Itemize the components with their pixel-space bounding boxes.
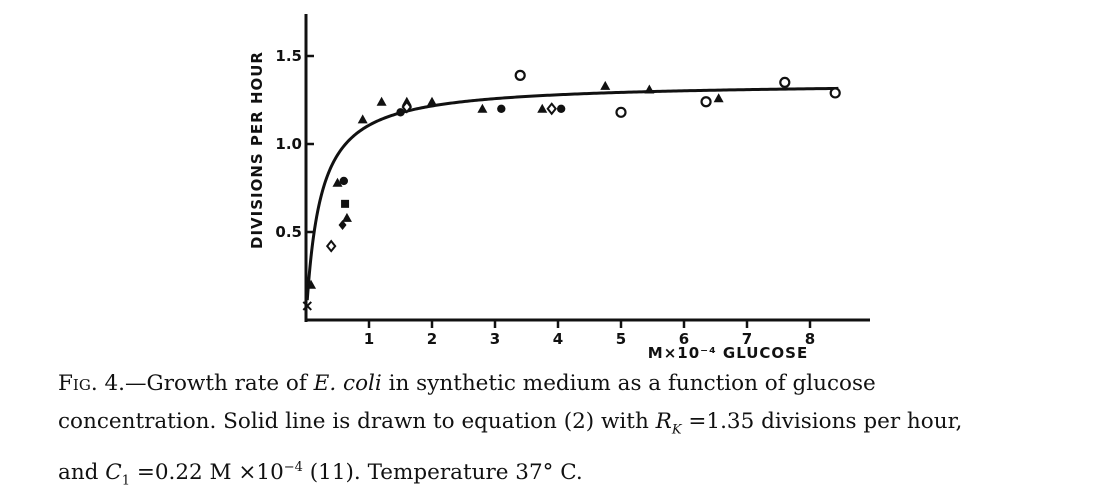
figure: 1 2 3 4 5 6 7 8 0.5 1.0 1.5 DIVISIONS PER HOUR M×1… <box>58 14 962 489</box>
caption-text: Growth rate of <box>146 371 314 396</box>
x-tick-label: 1 <box>364 330 374 348</box>
fit-curve <box>305 86 839 301</box>
point-open-diamond <box>401 100 413 114</box>
caption-text: in synthetic medium as a function of glu… <box>381 371 876 396</box>
caption-superscript: −4 <box>283 460 303 476</box>
point-triangle <box>306 279 317 289</box>
caption-text: and <box>58 460 106 486</box>
point-triangle <box>357 114 368 124</box>
caption-line-2: concentration. Solid line is drawn to eq… <box>58 403 1068 449</box>
point-open-circle <box>700 96 712 108</box>
point-triangle <box>537 103 548 113</box>
caption-text: (11). Temperature 37° C. <box>302 460 583 486</box>
point-triangle <box>427 96 437 106</box>
caption-line-1: Fig. 4.—Growth rate of E. coli in synthe… <box>58 365 1068 403</box>
point-cross <box>302 301 312 311</box>
x-tick-label: 2 <box>427 330 437 348</box>
point-triangle <box>713 93 724 103</box>
x-axis-title: M×10⁻⁴ GLUCOSE <box>648 344 808 360</box>
ticks: 1 2 3 4 5 6 7 8 0.5 1.0 1.5 <box>275 47 815 348</box>
caption-text: =1.35 divisions per hour, <box>681 409 963 434</box>
point-filled-diamond <box>338 219 347 230</box>
point-filled-circle <box>497 104 506 114</box>
point-triangle <box>644 84 655 94</box>
point-open-diamond <box>546 102 557 116</box>
point-filled-circle <box>339 176 348 186</box>
caption-symbol-c: C <box>105 460 122 486</box>
point-triangle <box>376 96 387 106</box>
y-tick-label: 1.5 <box>275 47 302 65</box>
point-filled-circle <box>556 104 566 114</box>
y-tick-label: 1.0 <box>275 135 302 153</box>
x-tick-label: 6 <box>679 330 689 348</box>
axes <box>304 14 870 322</box>
caption-subscript: K <box>671 422 682 438</box>
caption-subscript: 1 <box>121 473 130 489</box>
x-tick-label: 3 <box>490 330 500 348</box>
x-tick-label: 8 <box>805 330 815 348</box>
point-filled-square <box>341 199 350 208</box>
x-tick-label: 4 <box>553 330 563 348</box>
point-open-circle <box>779 76 791 89</box>
caption-label: Fig. 4. <box>58 371 126 396</box>
point-open-circle <box>514 69 526 81</box>
caption-text: =0.22 M ×10 <box>130 460 284 486</box>
caption-organism: E. coli <box>313 371 382 396</box>
point-open-circle <box>829 87 841 99</box>
x-tick-label: 7 <box>742 330 752 348</box>
caption-text: concentration. Solid line is drawn to eq… <box>58 409 656 434</box>
fit-curve-group <box>305 86 839 301</box>
chart: 1 2 3 4 5 6 7 8 0.5 1.0 1.5 DIVISIONS PER HOUR M×1… <box>248 14 870 360</box>
caption-symbol-r: R <box>655 409 672 434</box>
caption-dash: — <box>125 371 147 396</box>
y-axis-title: DIVISIONS PER HOUR <box>248 51 266 249</box>
figure-caption: Fig. 4.—Growth rate of E. coli in synthe… <box>58 365 1068 501</box>
caption-line-3: and C1 =0.22 M ×10−4 (11). Temperature 3… <box>58 449 1068 500</box>
point-triangle <box>341 212 352 222</box>
point-open-diamond <box>325 239 337 253</box>
data-points <box>302 69 841 311</box>
point-triangle <box>477 103 488 113</box>
point-triangle <box>600 80 611 90</box>
point-filled-circle <box>396 108 405 117</box>
x-tick-label: 5 <box>616 330 626 348</box>
point-triangle <box>332 177 343 187</box>
point-open-circle <box>615 106 627 118</box>
y-tick-label: 0.5 <box>275 223 302 241</box>
